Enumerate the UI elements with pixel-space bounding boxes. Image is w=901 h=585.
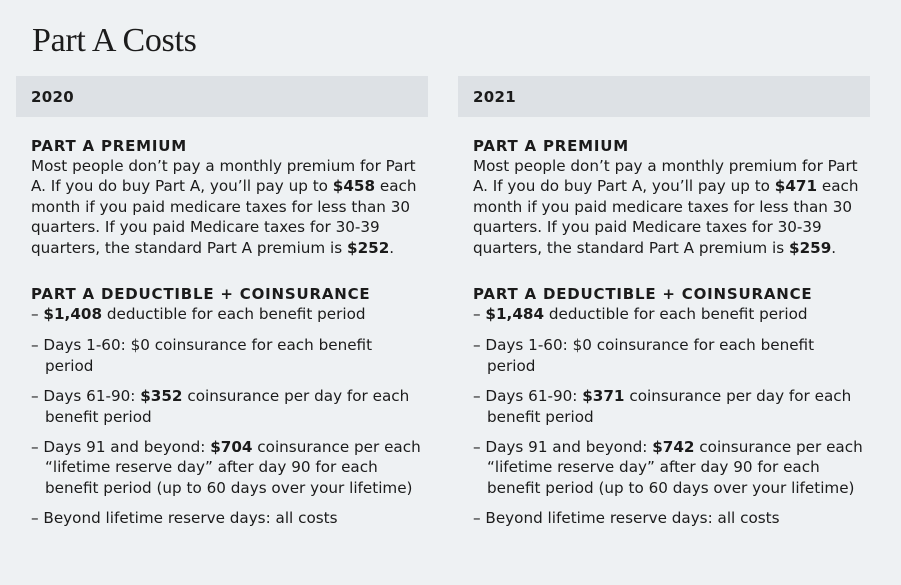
list-item: – Days 61-90: $371 coinsurance per day f… — [473, 386, 863, 427]
cost-list: – $1,408 deductible for each benefit per… — [31, 304, 421, 529]
text-run: – Beyond lifetime reserve days: all cost… — [31, 509, 338, 528]
amount: $352 — [140, 387, 183, 406]
amount: $471 — [774, 177, 818, 196]
deductible-heading: PART A DEDUCTIBLE + COINSURANCE — [31, 285, 371, 304]
text-run: coinsurance per each “lifetime reserve d… — [487, 438, 863, 497]
list-item: – Days 61-90: $352 coinsurance per day f… — [31, 386, 421, 427]
text-run: deductible for each benefit period — [544, 305, 808, 324]
list-item: – $1,484 deductible for each benefit per… — [473, 304, 863, 324]
text-run: – Days 61-90: — [473, 387, 583, 406]
text-run: – — [473, 305, 486, 324]
list-item: – Beyond lifetime reserve days: all cost… — [31, 508, 421, 528]
amount: $1,408 — [43, 305, 103, 324]
text-run: Most people don’t pay a monthly premium … — [473, 157, 858, 196]
amount: $252 — [347, 238, 390, 257]
text-run: each month if you paid medicare taxes fo… — [31, 177, 417, 257]
cost-list: – $1,484 deductible for each benefit per… — [473, 304, 863, 529]
column-content: PART A PREMIUM Most people don’t pay a m… — [458, 117, 863, 529]
column-2021: 2021 PART A PREMIUM Most people don’t pa… — [458, 76, 870, 539]
text-run: coinsurance per day for each benefit per… — [487, 387, 852, 426]
text-run: – Beyond lifetime reserve days: all cost… — [473, 509, 780, 528]
amount: $704 — [210, 438, 253, 457]
text-run: – Days 61-90: — [31, 387, 141, 406]
text-run: – Days 1-60: $0 coinsurance for each ben… — [31, 336, 373, 375]
year-header: 2021 — [458, 76, 870, 117]
column-content: PART A PREMIUM Most people don’t pay a m… — [16, 117, 421, 529]
text-run: Most people don’t pay a monthly premium … — [31, 157, 416, 196]
text-run: . — [831, 238, 837, 257]
year-header: 2020 — [16, 76, 428, 117]
amount: $1,484 — [485, 305, 545, 324]
text-run: – Days 1-60: $0 coinsurance for each ben… — [473, 336, 815, 375]
text-run: coinsurance per day for each benefit per… — [45, 387, 410, 426]
amount: $371 — [582, 387, 625, 406]
list-item: – $1,408 deductible for each benefit per… — [31, 304, 421, 324]
text-run: – Days 91 and beyond: — [31, 438, 211, 457]
list-item: – Days 1-60: $0 coinsurance for each ben… — [473, 335, 863, 376]
list-item: – Days 1-60: $0 coinsurance for each ben… — [31, 335, 421, 376]
column-2020: 2020 PART A PREMIUM Most people don’t pa… — [16, 76, 428, 539]
text-run: coinsurance per each “lifetime reserve d… — [45, 438, 421, 497]
amount: $458 — [332, 177, 376, 196]
text-run: – — [31, 305, 44, 324]
premium-text: Most people don’t pay a monthly premium … — [473, 156, 863, 258]
premium-text: Most people don’t pay a monthly premium … — [31, 156, 421, 258]
text-run: deductible for each benefit period — [102, 305, 366, 324]
list-item: – Days 91 and beyond: $742 coinsurance p… — [473, 437, 863, 498]
amount: $742 — [652, 438, 695, 457]
list-item: – Beyond lifetime reserve days: all cost… — [473, 508, 863, 528]
premium-heading: PART A PREMIUM — [473, 137, 629, 155]
list-item: – Days 91 and beyond: $704 coinsurance p… — [31, 437, 421, 498]
text-run: each month if you paid medicare taxes fo… — [473, 177, 859, 257]
text-run: . — [389, 238, 395, 257]
amount: $259 — [789, 238, 832, 257]
deductible-heading: PART A DEDUCTIBLE + COINSURANCE — [473, 285, 813, 304]
premium-heading: PART A PREMIUM — [31, 137, 187, 155]
page-title: Part A Costs — [32, 22, 197, 59]
text-run: – Days 91 and beyond: — [473, 438, 653, 457]
